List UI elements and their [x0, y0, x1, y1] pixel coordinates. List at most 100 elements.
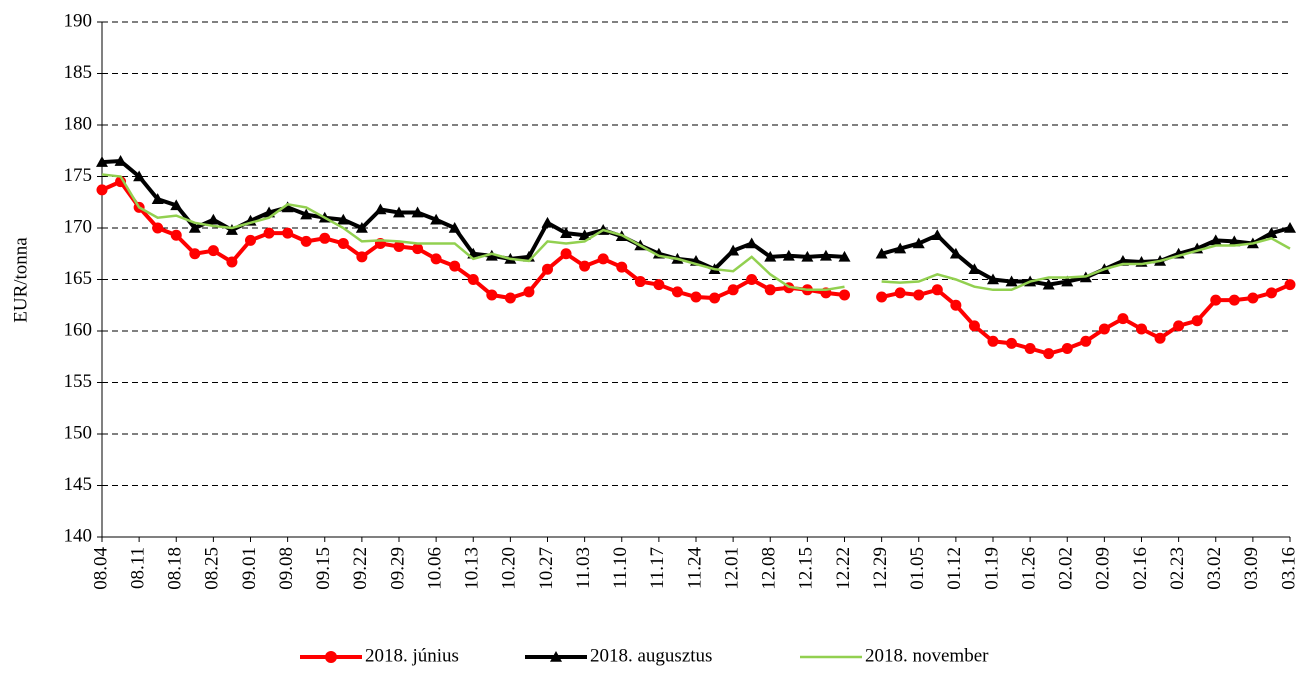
- x-tick-label: 01.05: [907, 547, 928, 590]
- marker: [987, 273, 999, 285]
- x-tick-label: 08.25: [202, 547, 223, 590]
- marker: [245, 234, 256, 246]
- marker: [1284, 279, 1296, 291]
- marker: [1191, 315, 1203, 327]
- x-tick-label: 08.11: [127, 547, 148, 589]
- marker: [1265, 287, 1277, 299]
- marker: [968, 263, 981, 274]
- marker: [374, 203, 387, 215]
- x-tick-label: 01.26: [1018, 547, 1039, 590]
- legend-marker: [325, 651, 337, 663]
- marker: [746, 274, 758, 285]
- y-tick-label: 140: [64, 525, 93, 546]
- x-tick-label: 11.10: [610, 547, 631, 589]
- marker: [355, 222, 368, 233]
- marker: [319, 232, 331, 244]
- marker: [782, 249, 795, 261]
- y-axis-label: EUR/tonna: [10, 237, 31, 323]
- marker: [467, 274, 479, 285]
- marker: [541, 216, 554, 228]
- y-tick-label: 170: [64, 216, 93, 237]
- marker: [1061, 343, 1073, 355]
- marker: [1005, 275, 1018, 287]
- series-line: [101, 173, 1291, 292]
- marker: [300, 208, 313, 220]
- marker: [1210, 294, 1222, 306]
- x-tick-label: 08.04: [90, 547, 111, 590]
- legend-marker: [550, 651, 562, 662]
- marker: [1154, 332, 1166, 344]
- marker: [894, 287, 906, 299]
- marker: [504, 292, 516, 304]
- x-tick-label: 10.13: [462, 547, 483, 590]
- marker: [931, 229, 944, 241]
- marker: [1080, 335, 1092, 347]
- marker: [579, 260, 591, 272]
- marker: [764, 284, 776, 296]
- marker: [225, 224, 238, 235]
- marker: [485, 249, 498, 261]
- marker: [170, 199, 183, 211]
- marker: [96, 184, 108, 196]
- marker: [1098, 323, 1110, 335]
- x-tick-label: 03.16: [1278, 547, 1299, 590]
- marker: [634, 276, 646, 288]
- legend-label: 2018. november: [865, 645, 989, 666]
- marker: [931, 284, 943, 296]
- marker: [876, 291, 888, 303]
- x-tick-label: 02.23: [1167, 547, 1188, 590]
- marker: [356, 251, 368, 263]
- x-tick-label: 02.09: [1093, 547, 1114, 590]
- marker: [912, 237, 925, 249]
- marker: [1024, 343, 1036, 355]
- marker: [133, 170, 146, 182]
- marker: [1136, 323, 1147, 335]
- marker: [727, 284, 739, 296]
- x-tick-label: 11.17: [647, 547, 668, 589]
- legend-label: 2018. június: [365, 645, 459, 666]
- marker: [152, 222, 164, 234]
- x-tick-label: 10.06: [424, 547, 445, 590]
- marker: [337, 237, 349, 249]
- marker: [207, 245, 219, 257]
- marker: [875, 247, 888, 259]
- marker: [226, 256, 238, 268]
- x-tick-label: 03.02: [1204, 547, 1225, 590]
- y-tick-label: 190: [64, 10, 93, 31]
- marker: [1117, 313, 1129, 325]
- marker: [560, 248, 572, 260]
- x-tick-label: 12.29: [870, 547, 891, 590]
- marker: [690, 291, 702, 303]
- marker: [801, 250, 814, 262]
- marker: [412, 243, 424, 255]
- x-tick-label: 09.01: [239, 547, 260, 590]
- x-tick-label: 08.18: [165, 547, 186, 590]
- marker: [949, 247, 962, 259]
- x-tick-label: 09.29: [387, 547, 408, 590]
- marker: [819, 249, 832, 261]
- y-tick-label: 150: [64, 422, 93, 443]
- marker: [653, 279, 665, 291]
- y-tick-label: 180: [64, 113, 93, 134]
- marker: [393, 206, 405, 218]
- marker: [207, 213, 220, 225]
- x-tick-label: 12.01: [721, 547, 742, 590]
- marker: [709, 292, 721, 304]
- marker: [1228, 235, 1241, 247]
- marker: [839, 289, 850, 301]
- x-tick-label: 11.03: [573, 547, 594, 589]
- marker: [987, 335, 999, 347]
- marker: [1006, 337, 1018, 349]
- marker: [764, 250, 777, 262]
- marker: [411, 206, 424, 218]
- marker: [151, 193, 164, 204]
- marker: [114, 155, 127, 166]
- x-tick-label: 12.15: [796, 547, 817, 590]
- x-tick-label: 09.22: [350, 547, 371, 590]
- x-tick-label: 03.09: [1241, 547, 1262, 590]
- marker: [281, 201, 294, 213]
- marker: [189, 248, 201, 260]
- x-tick-label: 01.19: [981, 547, 1002, 590]
- marker: [282, 227, 294, 239]
